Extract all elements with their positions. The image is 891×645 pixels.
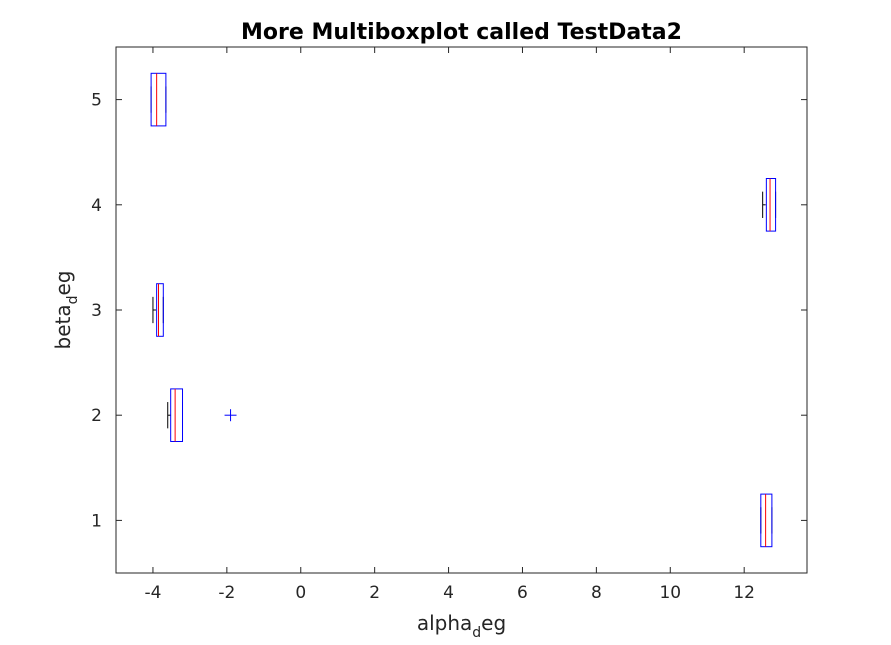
y-tick-label: 1 — [91, 511, 102, 531]
x-tick-label: -4 — [144, 583, 161, 603]
boxes-layer — [150, 72, 777, 548]
box-iqr — [765, 178, 777, 232]
x-tick-label: 0 — [295, 583, 306, 603]
box-group — [760, 493, 773, 548]
y-axis-label-subscript: d — [65, 296, 81, 305]
x-tick-label: 12 — [733, 583, 755, 603]
box-iqr — [170, 388, 184, 442]
y-tick-label: 5 — [91, 91, 102, 111]
x-axis-label: alphadeg — [417, 611, 506, 641]
x-tick-label: -2 — [218, 583, 235, 603]
y-tick-label: 4 — [91, 196, 102, 216]
box-iqr — [150, 72, 167, 127]
box-group — [152, 283, 164, 337]
chart-title: More Multiboxplot called TestData2 — [241, 20, 682, 45]
y-axis-label-main: beta — [51, 304, 75, 349]
box-group — [150, 72, 167, 127]
y-tick-label: 2 — [91, 406, 102, 426]
x-axis-label-subscript: d — [472, 625, 481, 641]
plot-area — [115, 46, 808, 574]
x-axis-label-main: alpha — [417, 611, 472, 635]
x-tick-label: 8 — [591, 583, 602, 603]
x-tick-label: 6 — [517, 583, 528, 603]
x-tick-label: 2 — [369, 583, 380, 603]
box-group — [762, 178, 777, 232]
y-axis-label-rest: eg — [51, 271, 75, 296]
y-axis-label: betadeg — [51, 271, 81, 350]
box-group — [167, 388, 237, 442]
x-tick-label: 10 — [659, 583, 681, 603]
y-tick-label: 3 — [91, 301, 102, 321]
box-iqr — [156, 283, 164, 337]
x-tick-label: 4 — [443, 583, 454, 603]
x-axis-label-rest: eg — [481, 611, 506, 635]
box-iqr — [760, 493, 773, 548]
